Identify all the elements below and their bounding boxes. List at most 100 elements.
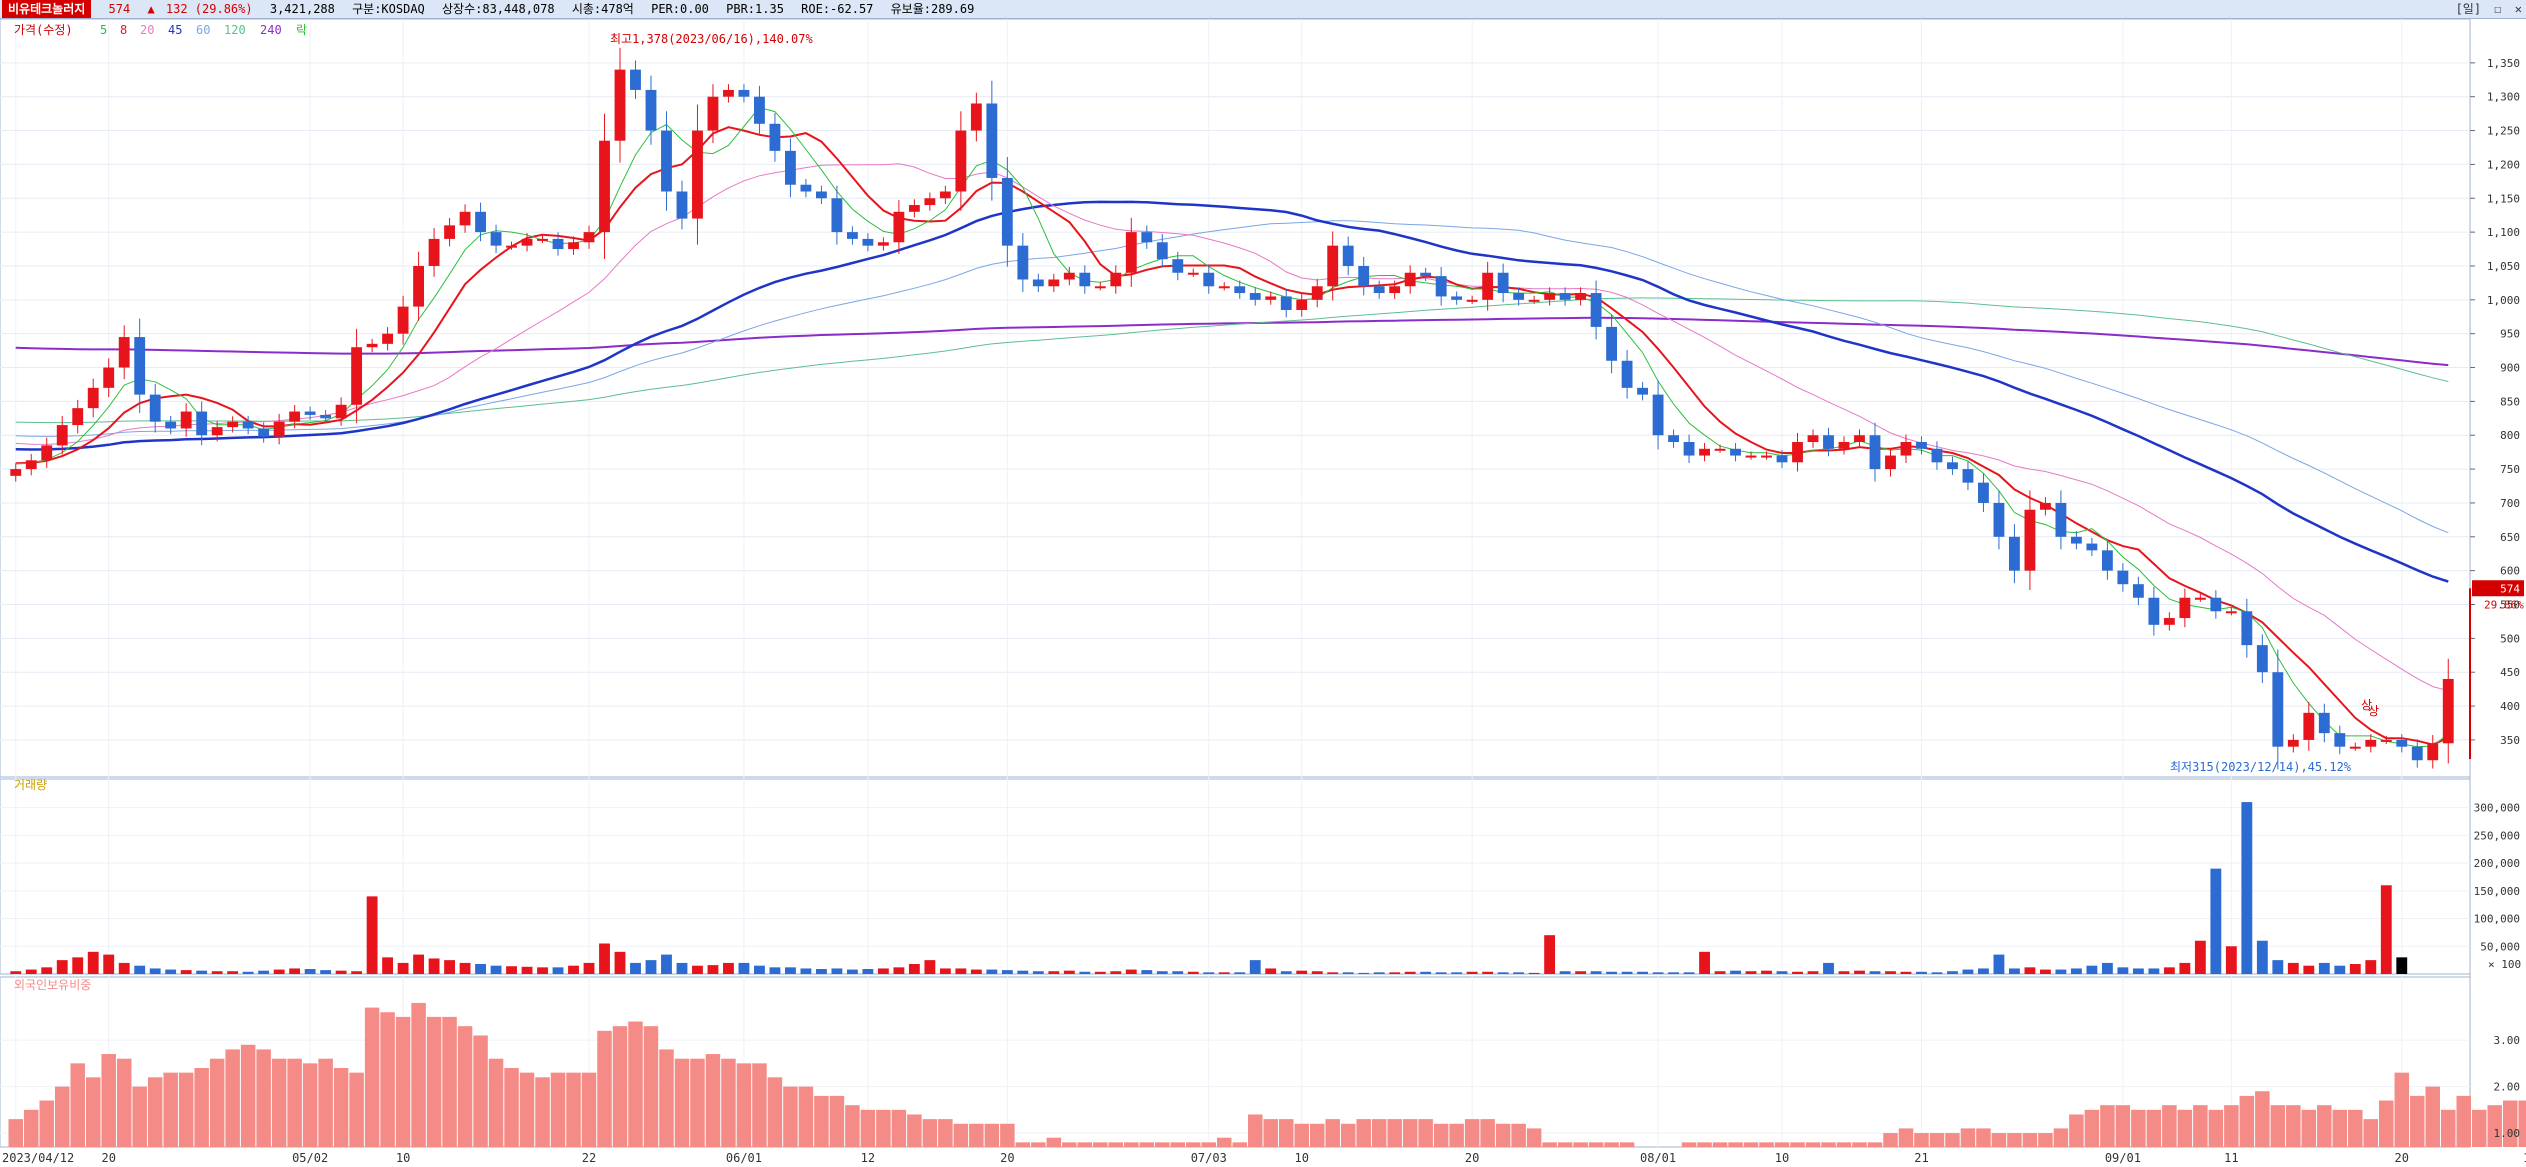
- volume-bar: [1885, 971, 1896, 974]
- candle: [2070, 536, 2082, 544]
- foreign-bar: [1588, 1142, 1604, 1147]
- volume-bar: [1482, 971, 1494, 974]
- volume-bar: [986, 969, 998, 974]
- volume-bar: [56, 960, 68, 974]
- volume-bar: [630, 962, 641, 974]
- volume-bar: [366, 896, 378, 974]
- foreign-bar: [1883, 1133, 1898, 1147]
- candle: [831, 198, 843, 233]
- foreign-bar: [783, 1086, 798, 1147]
- foreign-bar: [643, 1026, 659, 1147]
- volume-bar: [738, 962, 750, 974]
- foreign-bar: [2317, 1105, 2332, 1147]
- volume-bar: [614, 951, 626, 974]
- period-button[interactable]: [일]: [2455, 2, 2482, 16]
- volume-bar: [2318, 962, 2330, 974]
- ma-120-line: [15, 297, 2449, 424]
- volume-bar: [599, 943, 610, 974]
- foreign-bar: [736, 1063, 752, 1147]
- volume-bar: [1203, 972, 1215, 974]
- candle: [196, 411, 208, 436]
- volume-bar: [1497, 972, 1509, 974]
- volume-bar: [87, 951, 99, 974]
- candle: [1962, 469, 1974, 483]
- volume-bar: [1017, 970, 1029, 974]
- candle: [1885, 455, 1896, 470]
- candle: [1435, 276, 1447, 297]
- candle: [1699, 448, 1710, 456]
- close-icon[interactable]: ✕: [2514, 2, 2522, 16]
- foreign-bar: [1124, 1142, 1139, 1147]
- candle: [506, 245, 517, 248]
- foreign-bar: [1743, 1142, 1759, 1147]
- candle: [2039, 502, 2051, 510]
- foreign-bar: [752, 1063, 767, 1147]
- candle: [1606, 326, 1618, 361]
- stock-chart[interactable]: 1,350 1,300 1,250 1,200 1,150 1,100 1,050 1,000…: [0, 19, 2526, 1167]
- foreign-bar: [2115, 1105, 2131, 1147]
- foreign-bar: [876, 1109, 891, 1147]
- volume-bar: [893, 967, 905, 974]
- foreign-bar: [411, 1002, 426, 1147]
- y-tick-label: 550: [2500, 599, 2520, 612]
- market: 구분:KOSDAQ: [352, 2, 425, 16]
- listed-shares: 상장수:83,448,078: [442, 2, 555, 16]
- foreign-bar: [1914, 1133, 1929, 1147]
- volume-bar: [1854, 970, 1865, 974]
- candle: [1497, 272, 1509, 294]
- volume-bar: [1792, 971, 1803, 974]
- ma-5-line: [15, 106, 2449, 748]
- candle: [490, 232, 502, 246]
- candle: [351, 347, 363, 405]
- volume-bar: [1094, 971, 1106, 974]
- volume-bar: [1466, 971, 1478, 974]
- candle: [1466, 299, 1478, 302]
- reserve-ratio: 유보율:289.69: [890, 2, 975, 16]
- x-tick-label: 11: [2224, 1151, 2238, 1165]
- volume-bar: [1606, 971, 1618, 974]
- candle: [1482, 272, 1494, 300]
- candle: [2303, 712, 2315, 740]
- volume-bar: [304, 969, 316, 974]
- volume-bar: [2194, 940, 2206, 974]
- volume-bar: [2287, 962, 2299, 974]
- candle: [149, 394, 161, 422]
- volume-bar: [955, 968, 967, 974]
- volume-bar: [583, 962, 595, 974]
- volume-bar: [1187, 971, 1199, 974]
- ma-240-line: [15, 316, 2449, 367]
- volume-bar: [924, 960, 936, 974]
- candle: [2427, 743, 2439, 761]
- market-cap: 시총:478억: [571, 2, 634, 16]
- maximize-icon[interactable]: ☐: [2494, 2, 2502, 16]
- y-tick-label: 1,200: [2487, 158, 2520, 171]
- volume-bar: [1730, 970, 1741, 974]
- foreign-bar: [1929, 1133, 1945, 1147]
- candle: [25, 460, 37, 470]
- foreign-bar: [612, 1026, 628, 1147]
- volume-bar: [1699, 951, 1710, 974]
- foreign-bar: [597, 1030, 612, 1147]
- candle: [1451, 296, 1463, 300]
- candle: [1079, 272, 1091, 287]
- volume-bar: [1528, 972, 1540, 974]
- x-tick-label: 10: [1294, 1151, 1308, 1165]
- volume-bar: [877, 968, 889, 974]
- foreign-bar: [1805, 1142, 1821, 1147]
- foreign-bar: [721, 1058, 736, 1147]
- candle: [2396, 739, 2408, 747]
- candle: [1916, 442, 1927, 449]
- legend-item: 45: [168, 23, 182, 37]
- x-tick-label: 21: [1914, 1151, 1928, 1165]
- foreign-bar: [1155, 1142, 1170, 1147]
- candle: [769, 123, 781, 151]
- volume-bar: [165, 969, 177, 974]
- candle: [1234, 286, 1246, 294]
- x-tick-label: 20: [1465, 1151, 1479, 1165]
- foreign-bar: [1294, 1123, 1309, 1147]
- volume-bar: [661, 954, 672, 974]
- foreign-bar: [147, 1077, 163, 1147]
- ma-45-line: [15, 200, 2449, 583]
- stock-name[interactable]: 비유테크놀러지: [2, 0, 92, 18]
- candle: [1017, 245, 1029, 280]
